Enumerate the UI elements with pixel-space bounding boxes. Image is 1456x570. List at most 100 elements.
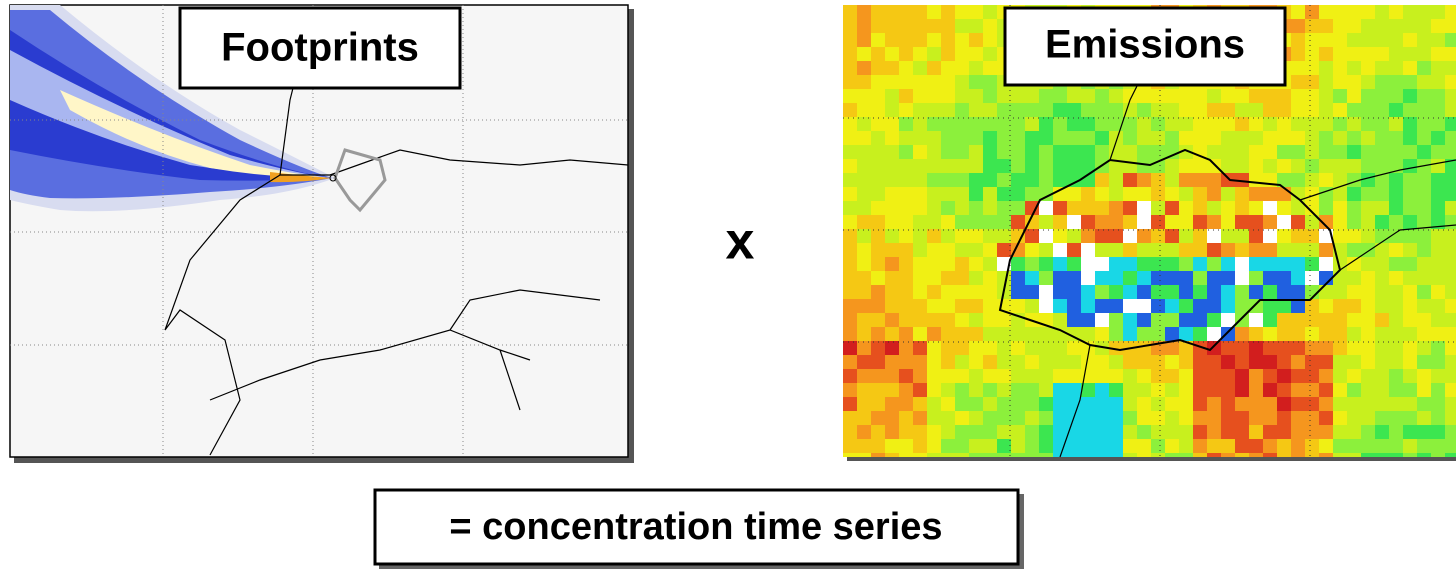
emission-cell (871, 369, 885, 383)
emission-cell (1417, 285, 1431, 299)
emission-cell (1011, 215, 1025, 229)
emission-cell (1179, 145, 1193, 159)
emission-cell (1193, 117, 1207, 131)
emission-cell (885, 215, 899, 229)
emission-cell (1305, 299, 1319, 313)
emission-cell (1235, 453, 1249, 457)
emission-cell (1319, 159, 1333, 173)
emission-cell (1375, 201, 1389, 215)
emission-cell (1039, 341, 1053, 355)
emission-cell (1235, 341, 1249, 355)
emission-cell (1235, 411, 1249, 425)
emission-cell (1039, 103, 1053, 117)
emission-cell (1389, 215, 1403, 229)
emission-cell (1137, 299, 1151, 313)
emission-cell (1081, 257, 1095, 271)
emission-cell (927, 117, 941, 131)
emission-cell (1109, 117, 1123, 131)
emission-cell (1249, 411, 1263, 425)
emission-cell (1305, 355, 1319, 369)
emission-cell (913, 257, 927, 271)
emission-cell (857, 439, 871, 453)
emission-cell (1389, 355, 1403, 369)
emission-cell (1445, 89, 1456, 103)
emission-cell (1347, 243, 1361, 257)
emission-cell (1221, 313, 1235, 327)
emission-cell (983, 229, 997, 243)
emission-cell (1039, 355, 1053, 369)
emission-cell (1361, 89, 1375, 103)
emission-cell (1417, 47, 1431, 61)
emission-cell (1347, 187, 1361, 201)
emission-cell (997, 383, 1011, 397)
emission-cell (955, 369, 969, 383)
emission-cell (1361, 187, 1375, 201)
emission-cell (927, 313, 941, 327)
emission-cell (1333, 453, 1347, 457)
emission-cell (1319, 201, 1333, 215)
emission-cell (1431, 355, 1445, 369)
emission-cell (1151, 173, 1165, 187)
emission-cell (857, 243, 871, 257)
emission-cell (997, 89, 1011, 103)
emission-cell (843, 159, 857, 173)
emission-cell (885, 313, 899, 327)
emission-cell (969, 75, 983, 89)
emission-cell (1109, 411, 1123, 425)
emission-cell (1207, 271, 1221, 285)
emission-cell (1011, 229, 1025, 243)
emission-cell (1445, 439, 1456, 453)
emission-cell (1361, 201, 1375, 215)
emission-cell (1137, 243, 1151, 257)
emission-cell (1193, 173, 1207, 187)
emission-cell (969, 243, 983, 257)
emission-cell (1011, 145, 1025, 159)
emission-cell (1389, 397, 1403, 411)
emission-cell (1403, 411, 1417, 425)
emission-cell (1347, 47, 1361, 61)
emission-cell (941, 369, 955, 383)
emission-cell (1179, 299, 1193, 313)
emission-cell (927, 61, 941, 75)
emission-cell (941, 33, 955, 47)
emission-cell (1291, 411, 1305, 425)
emission-cell (1193, 383, 1207, 397)
emission-cell (955, 103, 969, 117)
emission-cell (1221, 425, 1235, 439)
emission-cell (899, 411, 913, 425)
emission-cell (1263, 159, 1277, 173)
emission-cell (1249, 257, 1263, 271)
emission-cell (857, 19, 871, 33)
panel-label: Emissions (1045, 23, 1245, 67)
trajectory (333, 148, 387, 213)
emission-cell (941, 89, 955, 103)
emission-cell (1403, 369, 1417, 383)
emission-cell (1431, 453, 1445, 457)
emission-cell (1347, 355, 1361, 369)
emission-cell (955, 33, 969, 47)
emission-cell (1151, 131, 1165, 145)
emission-cell (1291, 75, 1305, 89)
emission-cell (1011, 159, 1025, 173)
emission-cell (1137, 187, 1151, 201)
emission-cell (1025, 243, 1039, 257)
emission-cell (927, 103, 941, 117)
emission-cell (1417, 299, 1431, 313)
emission-cell (1291, 453, 1305, 457)
emission-cell (1137, 369, 1151, 383)
emission-cell (1417, 341, 1431, 355)
emission-cell (997, 313, 1011, 327)
emission-cell (1053, 299, 1067, 313)
emission-cell (1445, 271, 1456, 285)
emission-cell (1375, 341, 1389, 355)
emission-cell (983, 369, 997, 383)
emission-cell (899, 215, 913, 229)
emission-cell (1291, 341, 1305, 355)
emission-cell (1011, 103, 1025, 117)
emission-cell (1025, 103, 1039, 117)
emission-cell (1095, 397, 1109, 411)
emission-cell (1333, 313, 1347, 327)
emission-cell (1165, 355, 1179, 369)
emission-cell (1431, 285, 1445, 299)
emission-cell (899, 159, 913, 173)
